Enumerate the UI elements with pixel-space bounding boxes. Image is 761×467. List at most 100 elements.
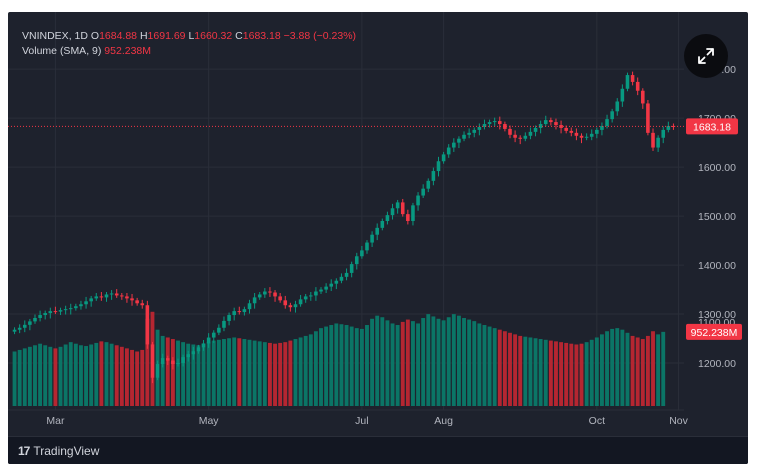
- last-price-label: 1683.18: [693, 121, 731, 133]
- volume-bar: [569, 343, 574, 406]
- volume-bar: [574, 344, 579, 406]
- candle-body: [528, 131, 533, 136]
- candle-body: [431, 171, 436, 181]
- axis-value-labels: 1683.18 952.238M: [8, 118, 742, 340]
- candle-body: [380, 221, 385, 228]
- volume-bar: [656, 334, 661, 406]
- volume-indicator-value: 952.238M: [104, 45, 151, 57]
- volume-bar: [298, 337, 303, 406]
- time-axis[interactable]: Mar May Jul Aug Oct Nov: [46, 415, 688, 427]
- candle-body: [360, 250, 364, 257]
- volume-bar: [543, 339, 548, 406]
- volume-bar: [411, 321, 415, 406]
- footer-bar: 17 TradingView: [8, 436, 748, 464]
- volume-bar: [579, 343, 584, 406]
- volume-bar: [513, 334, 518, 406]
- volume-bar: [273, 343, 277, 406]
- ohlc-legend[interactable]: VNINDEX, 1D O1684.88 H1691.69 L1660.32 C…: [22, 30, 356, 42]
- volume-bar: [359, 328, 364, 406]
- volume-bar: [380, 317, 385, 406]
- fullscreen-button[interactable]: [684, 34, 728, 78]
- volume-legend[interactable]: Volume (SMA, 9) 952.238M: [22, 45, 151, 57]
- candle-body: [17, 327, 22, 330]
- candle-body: [63, 309, 68, 311]
- time-tick-label: May: [199, 415, 220, 427]
- candle-body: [217, 327, 221, 333]
- candle-body: [273, 292, 277, 297]
- candlestick-series: [12, 71, 676, 384]
- candle-body: [263, 291, 267, 295]
- candle-body: [554, 122, 558, 126]
- volume-bar: [370, 318, 375, 406]
- volume-bar: [599, 334, 604, 406]
- time-tick-label: Oct: [589, 415, 605, 427]
- volume-bar: [262, 342, 267, 406]
- candle-body: [247, 303, 252, 310]
- volume-bar: [257, 341, 262, 406]
- interval-label[interactable]: 1D: [74, 30, 88, 42]
- candle-body: [242, 309, 247, 313]
- candle-body: [543, 120, 548, 125]
- volume-bar: [237, 338, 242, 406]
- candle-body: [559, 125, 563, 128]
- candle-body: [278, 296, 282, 301]
- candle-body: [416, 195, 420, 206]
- candle-body: [518, 137, 523, 139]
- candle-body: [135, 300, 139, 304]
- candle-body: [222, 320, 226, 328]
- candle-body: [441, 154, 446, 162]
- candle-body: [252, 297, 257, 304]
- volume-bar: [303, 335, 308, 406]
- candle-body: [232, 311, 236, 316]
- volume-bar: [472, 321, 477, 406]
- low-value: 1660.32: [194, 30, 233, 42]
- volume-bar: [446, 317, 451, 406]
- candle-body: [33, 317, 37, 322]
- volume-bar: [278, 342, 283, 406]
- candle-body: [457, 138, 461, 143]
- candle-body: [605, 119, 609, 126]
- candle-body: [191, 351, 196, 355]
- candle-body: [268, 291, 272, 293]
- volume-bar: [324, 326, 329, 406]
- candle-body: [283, 300, 288, 306]
- symbol-name[interactable]: VNINDEX: [22, 30, 69, 42]
- price-tick-label: 1500.00: [698, 211, 736, 223]
- volume-bar: [610, 328, 615, 406]
- tradingview-brand-name: TradingView: [33, 444, 100, 458]
- volume-bar: [661, 331, 666, 406]
- volume-bar: [319, 328, 323, 406]
- volume-bar: [104, 342, 109, 406]
- candle-body: [109, 293, 114, 295]
- candle-body: [584, 136, 589, 138]
- volume-bar: [247, 339, 252, 406]
- candle-body: [589, 133, 594, 137]
- volume-bar: [216, 339, 221, 406]
- volume-bar: [227, 338, 232, 406]
- candle-body: [324, 286, 328, 290]
- candle-body: [569, 130, 574, 133]
- chart-canvas[interactable]: 1200.001300.001400.001500.001600.001700.…: [8, 12, 748, 436]
- volume-bar: [99, 341, 104, 406]
- volume-bar: [477, 323, 482, 406]
- candle-body: [120, 295, 124, 297]
- volume-bar: [293, 339, 298, 406]
- volume-series: [12, 311, 666, 406]
- candle-body: [666, 125, 671, 130]
- change-value: −3.88: [283, 30, 311, 42]
- time-tick-label: Aug: [434, 415, 453, 427]
- candle-body: [74, 306, 78, 309]
- volume-bar: [594, 337, 599, 406]
- candle-body: [446, 147, 451, 155]
- volume-bar: [375, 315, 380, 406]
- volume-bar: [615, 328, 620, 406]
- volume-bar: [58, 346, 63, 406]
- candle-body: [38, 315, 42, 318]
- price-tick-label: 1200.00: [698, 358, 736, 370]
- volume-bar: [605, 331, 609, 406]
- volume-bar: [492, 328, 497, 406]
- volume-bar: [334, 323, 339, 406]
- volume-indicator-label[interactable]: Volume (SMA, 9): [22, 45, 102, 57]
- volume-bar: [267, 342, 272, 406]
- tradingview-logo[interactable]: 17 TradingView: [18, 444, 99, 458]
